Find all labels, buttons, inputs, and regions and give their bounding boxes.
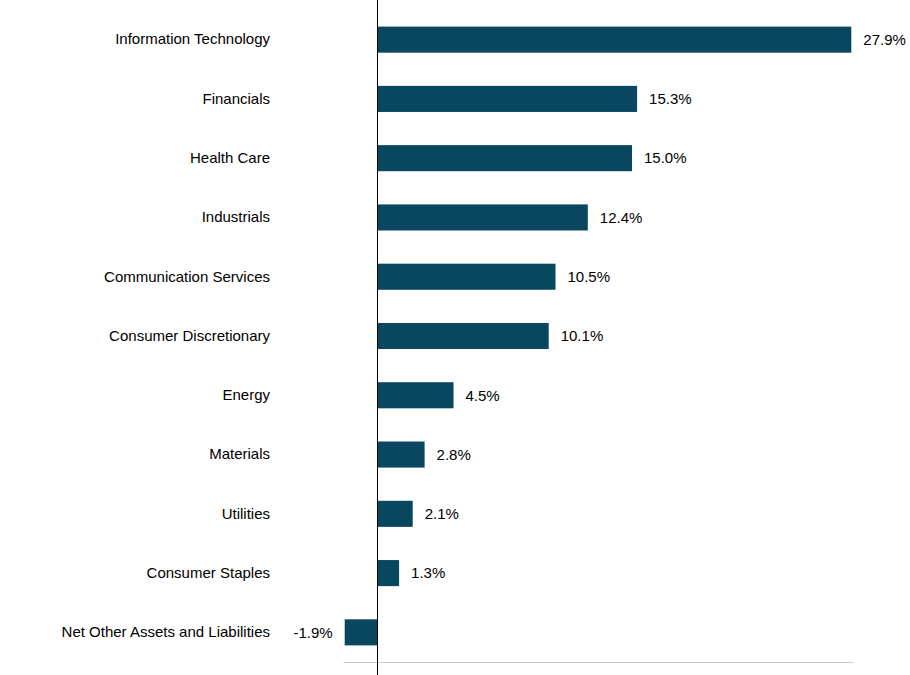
data-label: 2.1% <box>425 505 459 522</box>
y-tick: Net Other Assets and Liabilities <box>62 623 270 640</box>
category-label: Consumer Discretionary <box>109 327 270 344</box>
category-label: Consumer Staples <box>147 564 270 581</box>
data-label: 1.3% <box>411 564 445 581</box>
y-tick: Health Care <box>190 149 270 166</box>
category-label: Net Other Assets and Liabilities <box>62 623 270 640</box>
bars <box>345 27 852 646</box>
y-tick: Industrials <box>202 208 270 225</box>
data-label: 12.4% <box>600 209 643 226</box>
category-label: Industrials <box>202 208 270 225</box>
category-label: Financials <box>202 90 270 107</box>
x-tick <box>377 0 378 675</box>
zero-line <box>377 0 378 675</box>
x-axis <box>344 0 854 675</box>
y-tick: Utilities <box>222 505 270 522</box>
data-labels: 27.9% 15.3% 15.0% 12.4% 10.5% 10.1% 4.5% 2.8% 2.… <box>294 31 906 641</box>
data-label: 15.3% <box>649 90 692 107</box>
category-label: Information Technology <box>115 30 270 47</box>
bar <box>377 264 556 290</box>
data-label: 10.5% <box>568 268 611 285</box>
bar <box>377 560 399 586</box>
data-label: -1.9% <box>294 624 333 641</box>
data-label: 27.9% <box>863 31 906 48</box>
category-label: Energy <box>222 386 270 403</box>
y-tick: Financials <box>202 90 270 107</box>
bar <box>377 501 413 527</box>
y-tick: Communication Services <box>104 268 270 285</box>
category-label: Materials <box>209 445 270 462</box>
category-label: Communication Services <box>104 268 270 285</box>
bar <box>377 86 637 112</box>
bar <box>345 619 377 645</box>
category-label: Health Care <box>190 149 270 166</box>
y-tick: Consumer Staples <box>147 564 270 581</box>
bar <box>377 442 425 468</box>
bar <box>377 323 549 349</box>
chart: Information Technology Financials Health C… <box>0 0 910 675</box>
y-tick: Consumer Discretionary <box>109 327 270 344</box>
y-tick: Materials <box>209 445 270 462</box>
data-label: 15.0% <box>644 149 687 166</box>
data-label: 10.1% <box>561 327 604 344</box>
data-label: 2.8% <box>437 446 471 463</box>
category-label: Utilities <box>222 505 270 522</box>
x-axis-line <box>344 662 854 663</box>
bar <box>377 204 588 230</box>
y-axis: Information Technology Financials Health C… <box>62 30 271 640</box>
y-tick: Energy <box>222 386 270 403</box>
bar <box>377 382 454 408</box>
bar <box>377 145 632 171</box>
y-tick: Information Technology <box>115 30 270 47</box>
data-label: 4.5% <box>466 387 500 404</box>
bar <box>377 27 851 53</box>
